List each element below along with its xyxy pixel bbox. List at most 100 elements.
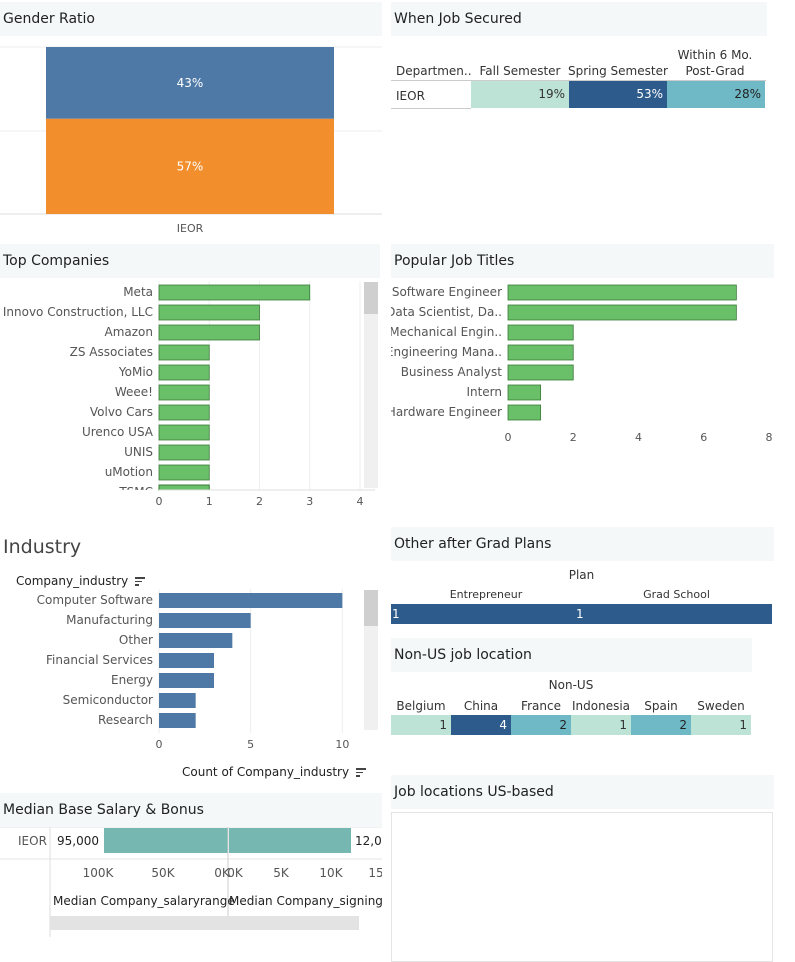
industry-axis-header[interactable]: Count of Company_industry [182,765,366,779]
gender-segment-0[interactable] [46,47,334,119]
non-us-col-header[interactable]: Sweden [697,699,745,713]
x-tick-label: 6 [700,431,707,444]
bar[interactable] [159,613,251,628]
fall-semester-cell[interactable]: 19% [471,81,569,108]
bar[interactable] [159,693,196,708]
gender-category-label: IEOR [177,222,204,235]
bar-label: Intern [466,385,502,399]
bar[interactable] [507,304,737,321]
gender-ratio-panel: Gender Ratio 43% 57% IEOR [0,2,382,238]
bar-label: YoMio [118,365,153,379]
bar[interactable] [159,593,343,608]
bar[interactable] [159,713,196,728]
gender-segment-label: 57% [177,159,204,173]
other-plans-panel: Other after Grad Plans Plan Entrepreneur… [391,527,774,627]
bar[interactable] [507,404,542,421]
postgrad-column-header-line2[interactable]: Post-Grad [685,64,745,78]
bar[interactable] [158,484,210,491]
scrollbar-track[interactable] [364,282,378,488]
salary-row-label: IEOR [18,834,47,848]
bar[interactable] [507,344,574,361]
bar[interactable] [507,384,542,401]
bar[interactable] [507,324,574,341]
entrepreneur-cell[interactable]: 1 [391,604,581,624]
postgrad-column-header-line1[interactable]: Within 6 Mo. [677,48,753,62]
non-us-cell[interactable]: 2 [511,715,571,735]
bar-label: Financial Services [46,653,153,667]
bar-label: Weee! [115,385,153,399]
non-us-cell[interactable]: 4 [451,715,511,735]
sort-icon[interactable] [135,577,146,586]
salary-axis-title: Median Company_salaryrange [53,894,235,908]
job-secured-title: When Job Secured [391,2,767,36]
non-us-cell[interactable]: 2 [631,715,691,735]
x-tick-label: 2 [256,495,263,508]
bar[interactable] [158,464,210,481]
header-divider [391,80,766,81]
axis-sort-icon[interactable] [355,768,366,777]
grad-school-cell[interactable]: 1 [576,604,772,624]
bar[interactable] [158,444,210,461]
dept-row-label: IEOR [396,89,425,103]
bonus-tick: 0K [227,866,244,880]
bar[interactable] [158,304,260,321]
us-locations-panel: Job locations US-based [391,775,774,962]
x-tick-label: 10 [335,738,349,748]
salary-bar[interactable] [104,828,228,853]
gender-ratio-chart: 43% 57% IEOR [0,46,382,235]
non-us-cell[interactable]: 1 [391,715,451,735]
grad-school-header[interactable]: Grad School [643,588,710,601]
gender-segment-1[interactable] [46,118,334,214]
non-us-title: Non-US job location [391,638,752,672]
non-us-col-header[interactable]: Indonesia [571,699,631,713]
salary-panel: Median Base Salary & Bonus IEOR 95,000 12,… [0,793,382,954]
bar[interactable] [158,344,210,361]
x-tick-label: 3 [306,495,313,508]
other-plans-title: Other after Grad Plans [391,527,774,561]
non-us-col-header[interactable]: Belgium [396,699,446,713]
bar[interactable] [159,633,233,648]
non-us-cell[interactable]: 1 [571,715,631,735]
salary-tick: 50K [151,866,175,880]
salary-value-label: 95,000 [57,834,99,848]
horizontal-scrollbar[interactable] [50,916,359,930]
x-tick-label: 1 [206,495,213,508]
bar-label: Research [98,713,153,727]
bar-label: Hardware Engineer [391,405,502,419]
bar-label: Innovo Construction, LLC [3,305,153,319]
us-locations-map-area[interactable] [391,812,773,962]
non-us-col-header[interactable]: France [521,699,561,713]
non-us-header: Non-US [548,678,594,692]
entrepreneur-header[interactable]: Entrepreneur [449,588,523,601]
industry-axis-title: Count of Company_industry [182,765,350,779]
job-titles-panel: Popular Job Titles 0 2 4 6 8 Software Enginee… [391,244,774,454]
bar[interactable] [158,324,260,341]
top-companies-title: Top Companies [0,244,380,278]
non-us-col-header[interactable]: Spain [644,699,678,713]
bar[interactable] [507,284,737,301]
top-companies-panel: Top Companies 0 1 2 3 4 Meta Innovo Constructi… [0,244,380,520]
spring-semester-cell[interactable]: 53% [569,81,667,108]
bar[interactable] [158,284,311,301]
dept-column-header[interactable]: Departmen.. [396,64,472,78]
bar-label: uMotion [105,465,153,479]
bar[interactable] [158,404,210,421]
gender-ratio-title: Gender Ratio [0,2,382,36]
bonus-value-label: 12,0 [355,834,382,848]
bar[interactable] [159,653,214,668]
bar[interactable] [158,384,210,401]
bar[interactable] [507,364,574,381]
spring-column-header[interactable]: Spring Semester [568,64,668,78]
fall-column-header[interactable]: Fall Semester [479,64,561,78]
non-us-col-header[interactable]: China [463,699,499,713]
bar[interactable] [158,424,210,441]
postgrad-cell[interactable]: 28% [667,81,765,108]
scrollbar-thumb[interactable] [364,282,378,314]
bar[interactable] [159,673,214,688]
industry-field-header[interactable]: Company_industry [16,574,146,588]
bonus-bar[interactable] [229,828,351,853]
scrollbar-thumb[interactable] [364,590,378,626]
bonus-axis-title: Median Company_signingb [229,894,382,908]
bar[interactable] [158,364,210,381]
non-us-cell[interactable]: 1 [691,715,751,735]
